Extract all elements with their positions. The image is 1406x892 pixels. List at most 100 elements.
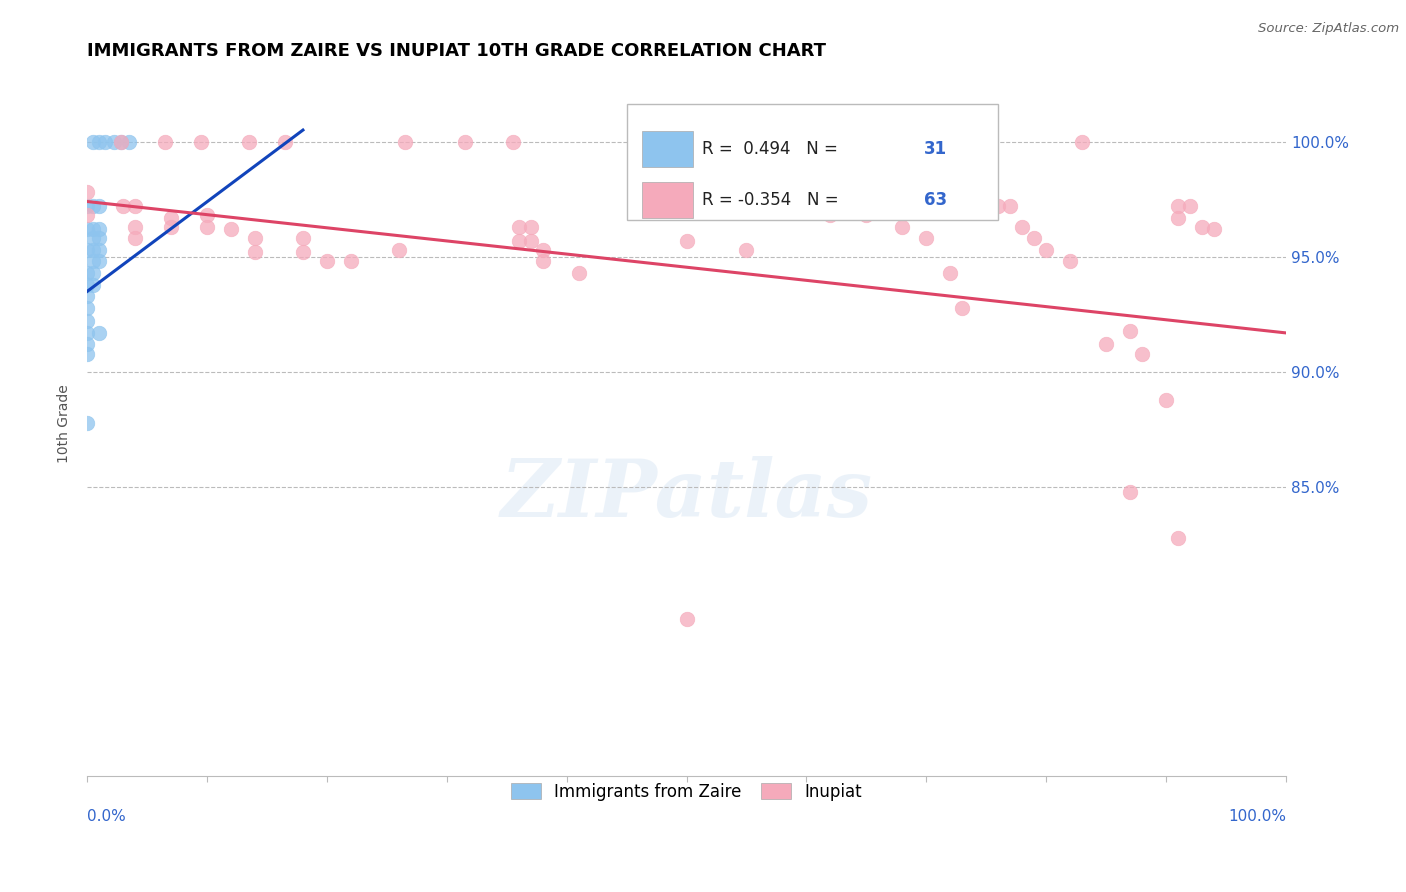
Point	[1167, 211, 1189, 225]
Text: R = -0.354   N =: R = -0.354 N =	[702, 191, 844, 210]
Point	[76, 186, 98, 200]
Point	[76, 277, 98, 292]
Point	[855, 208, 877, 222]
Point	[76, 222, 98, 236]
Point	[160, 211, 183, 225]
Text: R =  0.494   N =: R = 0.494 N =	[702, 140, 844, 158]
Point	[76, 346, 98, 360]
Point	[112, 199, 135, 213]
Point	[1154, 392, 1177, 407]
Legend: Immigrants from Zaire, Inupiat: Immigrants from Zaire, Inupiat	[506, 778, 868, 805]
Point	[103, 135, 125, 149]
Point	[820, 208, 842, 222]
Point	[950, 301, 973, 315]
Text: 100.0%: 100.0%	[1227, 809, 1286, 824]
Point	[76, 289, 98, 303]
Point	[531, 243, 554, 257]
Point	[82, 243, 104, 257]
Point	[987, 199, 1010, 213]
Point	[316, 254, 339, 268]
Point	[1000, 199, 1022, 213]
Point	[915, 231, 938, 245]
Point	[796, 199, 818, 213]
Point	[675, 612, 697, 626]
Point	[939, 266, 962, 280]
Point	[974, 135, 997, 149]
Point	[508, 234, 530, 248]
Point	[243, 245, 266, 260]
Point	[1202, 222, 1225, 236]
Point	[735, 243, 758, 257]
Point	[1178, 199, 1201, 213]
Point	[110, 135, 132, 149]
Point	[274, 135, 297, 149]
Point	[1071, 135, 1094, 149]
Point	[82, 277, 104, 292]
Point	[153, 135, 176, 149]
Point	[76, 266, 98, 280]
Point	[502, 135, 524, 149]
Point	[82, 231, 104, 245]
Point	[219, 222, 242, 236]
Point	[238, 135, 260, 149]
Point	[568, 266, 591, 280]
Text: 63: 63	[924, 191, 948, 210]
Point	[76, 416, 98, 430]
Point	[82, 199, 104, 213]
Point	[76, 301, 98, 315]
FancyBboxPatch shape	[643, 131, 693, 168]
Point	[454, 135, 477, 149]
Point	[1130, 346, 1153, 360]
Point	[1059, 254, 1081, 268]
Point	[82, 266, 104, 280]
Text: Source: ZipAtlas.com: Source: ZipAtlas.com	[1258, 22, 1399, 36]
Point	[118, 135, 141, 149]
Point	[1191, 219, 1213, 234]
Point	[89, 243, 111, 257]
Point	[508, 219, 530, 234]
Point	[1011, 219, 1033, 234]
Point	[160, 219, 183, 234]
Text: 0.0%: 0.0%	[87, 809, 127, 824]
Point	[76, 243, 98, 257]
Text: IMMIGRANTS FROM ZAIRE VS INUPIAT 10TH GRADE CORRELATION CHART: IMMIGRANTS FROM ZAIRE VS INUPIAT 10TH GR…	[87, 42, 827, 60]
Point	[1119, 485, 1142, 500]
Point	[1167, 531, 1189, 545]
Point	[1167, 199, 1189, 213]
Point	[89, 231, 111, 245]
Point	[291, 245, 314, 260]
Point	[190, 135, 212, 149]
Point	[124, 199, 146, 213]
Point	[82, 135, 104, 149]
Point	[388, 243, 411, 257]
Point	[891, 219, 914, 234]
Point	[94, 135, 117, 149]
Point	[89, 254, 111, 268]
Point	[820, 199, 842, 213]
Text: ZIPatlas: ZIPatlas	[501, 456, 873, 533]
Point	[76, 326, 98, 340]
Point	[76, 208, 98, 222]
Text: 31: 31	[924, 140, 948, 158]
Point	[195, 208, 218, 222]
Point	[394, 135, 416, 149]
Point	[243, 231, 266, 245]
Point	[124, 219, 146, 234]
Point	[195, 219, 218, 234]
Point	[89, 135, 111, 149]
Point	[124, 231, 146, 245]
Y-axis label: 10th Grade: 10th Grade	[58, 384, 72, 463]
Point	[82, 254, 104, 268]
Point	[1095, 337, 1118, 351]
FancyBboxPatch shape	[627, 104, 998, 220]
Point	[1035, 243, 1057, 257]
FancyBboxPatch shape	[643, 182, 693, 219]
Point	[110, 135, 132, 149]
Point	[76, 314, 98, 328]
Point	[89, 222, 111, 236]
Point	[519, 234, 541, 248]
Point	[89, 199, 111, 213]
Point	[89, 326, 111, 340]
Point	[291, 231, 314, 245]
Point	[1119, 324, 1142, 338]
